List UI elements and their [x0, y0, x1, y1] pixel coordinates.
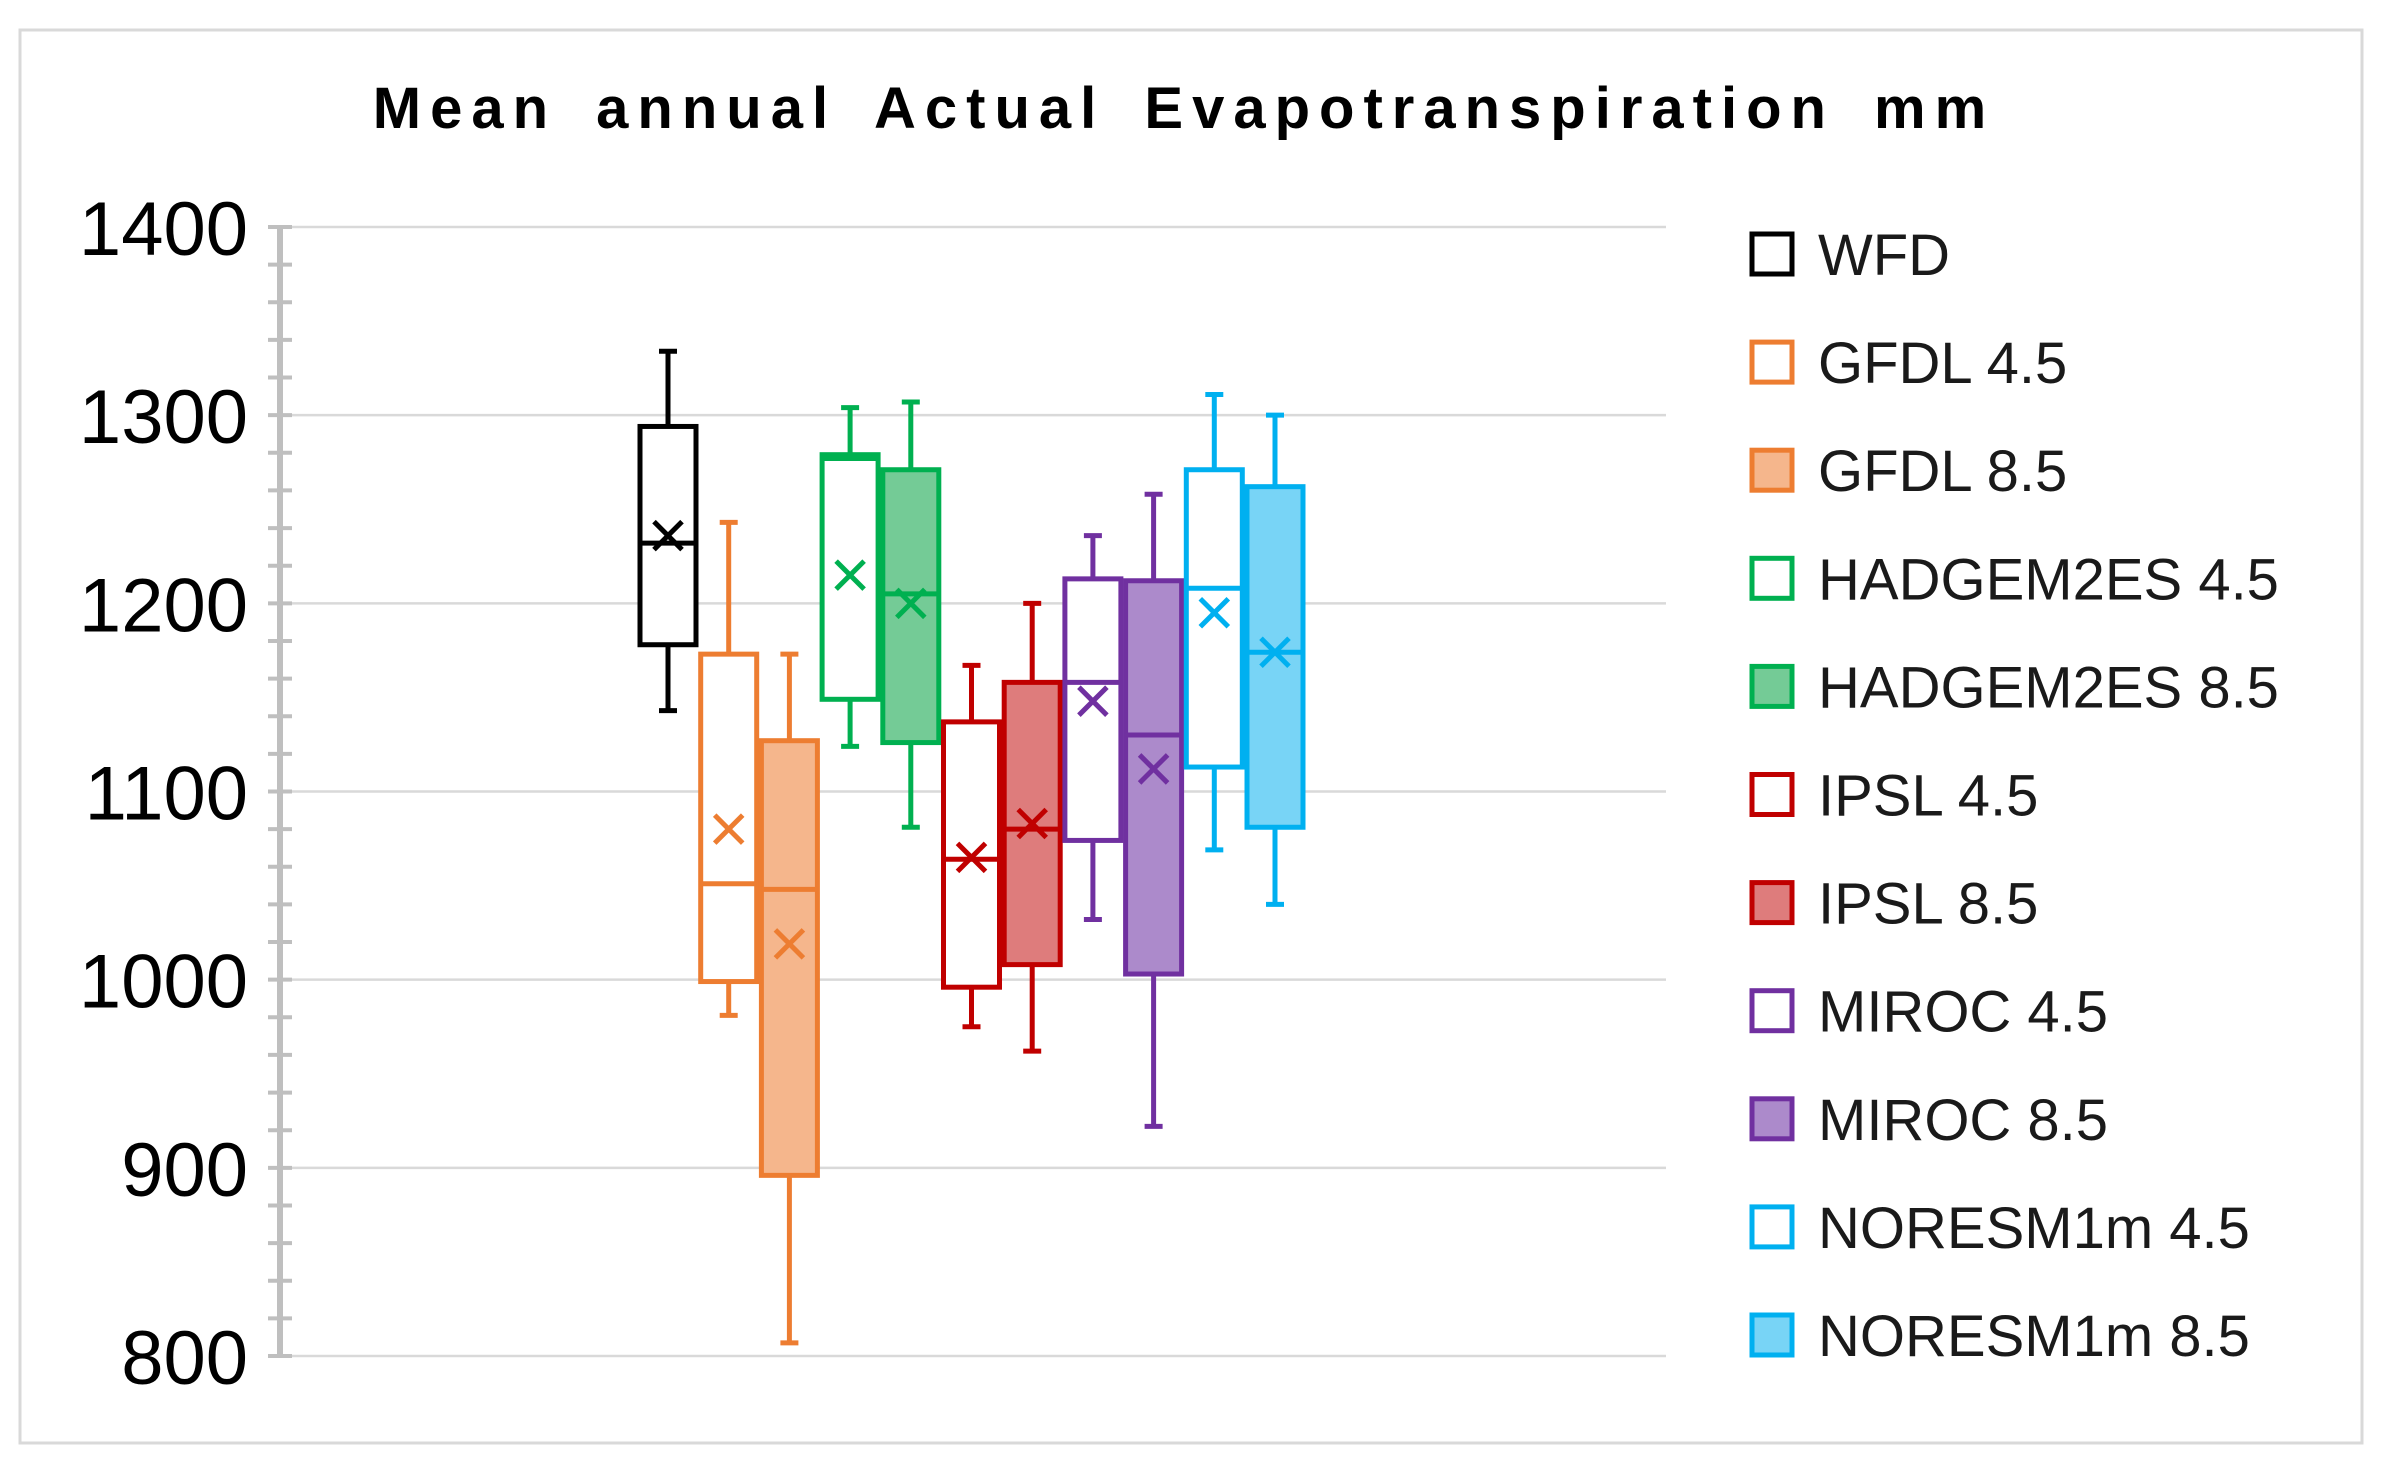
legend-item-wfd: WFD	[1749, 223, 1950, 288]
mean-marker	[712, 813, 745, 845]
legend-label: MIROC 4.5	[1818, 980, 2108, 1045]
legend-item-hadgem2es-8-5: HADGEM2ES 8.5	[1749, 655, 2279, 720]
legend-swatch	[1749, 1204, 1795, 1250]
legend-swatch	[1749, 1312, 1795, 1358]
legend-swatch	[1749, 447, 1795, 493]
box-iqr	[1062, 576, 1124, 843]
legend-swatch	[1749, 880, 1795, 926]
mean-marker	[834, 559, 866, 591]
legend-swatch	[1749, 772, 1795, 817]
box-iqr	[1183, 467, 1245, 770]
legend-label: NORESM1m 4.5	[1818, 1196, 2250, 1261]
box-hadgem2es-4-5	[819, 405, 881, 749]
box-ipsl-8-5	[1001, 600, 1063, 1054]
box-gfdl-8-5	[758, 651, 820, 1346]
box-ipsl-4-5	[941, 662, 1002, 1030]
mean-marker	[955, 841, 988, 874]
legend-label: GFDL 4.5	[1818, 331, 2067, 396]
y-axis: 800 900 1000 1100 1200 1300 1400	[79, 187, 292, 1401]
legend-item-noresm1m-8-5: NORESM1m 8.5	[1749, 1304, 2250, 1369]
legend-item-ipsl-8-5: IPSL 8.5	[1749, 872, 2038, 937]
y-tick-label: 1200	[79, 563, 248, 648]
legend-label: IPSL 8.5	[1818, 872, 2038, 937]
legend-label: IPSL 4.5	[1818, 764, 2038, 829]
legend-swatch	[1749, 663, 1795, 709]
y-tick-label: 1000	[79, 940, 248, 1025]
box-iqr	[1123, 578, 1185, 977]
y-tick-label: 800	[121, 1316, 248, 1401]
y-tick-label: 1100	[85, 752, 248, 837]
mean-marker	[1077, 685, 1109, 717]
legend-item-hadgem2es-4-5: HADGEM2ES 4.5	[1749, 547, 2279, 612]
y-tick-label: 1300	[79, 375, 248, 460]
y-tick-label: 1400	[79, 187, 248, 272]
legend-swatch	[1749, 555, 1795, 601]
legend-label: NORESM1m 8.5	[1818, 1304, 2250, 1369]
box-iqr	[698, 651, 760, 985]
legend-label: MIROC 8.5	[1818, 1088, 2108, 1153]
mean-marker	[1016, 807, 1048, 840]
mean-marker	[773, 928, 806, 960]
box-wfd	[637, 348, 699, 714]
legend-label: HADGEM2ES 8.5	[1818, 655, 2279, 720]
legend-label: HADGEM2ES 4.5	[1818, 547, 2279, 612]
chart-title: Mean annual Actual Evapotranspiration mm	[373, 76, 1995, 141]
legend-label: GFDL 8.5	[1818, 439, 2067, 504]
box-plots	[637, 348, 1306, 1346]
box-gfdl-4-5	[698, 519, 760, 1018]
mean-marker	[1259, 636, 1291, 669]
mean-marker	[652, 519, 684, 552]
legend-swatch	[1749, 339, 1795, 385]
box-miroc-4-5	[1062, 533, 1124, 922]
legend-swatch	[1749, 231, 1795, 277]
legend-item-miroc-8-5: MIROC 8.5	[1749, 1088, 2108, 1153]
legend-label: WFD	[1818, 223, 1950, 288]
y-tick-label: 900	[121, 1128, 248, 1213]
legend-item-noresm1m-4-5: NORESM1m 4.5	[1749, 1196, 2250, 1261]
legend-swatch	[1749, 988, 1795, 1034]
legend: WFD GFDL 4.5 GFDL 8.5 HADGEM2ES 4.5 HADGEM2E…	[1749, 223, 2279, 1369]
box-noresm1m-8-5	[1244, 412, 1306, 907]
mean-marker	[895, 587, 927, 620]
legend-item-gfdl-4-5: GFDL 4.5	[1749, 331, 2067, 396]
box-iqr	[1244, 484, 1306, 830]
legend-swatch	[1749, 1096, 1795, 1142]
box-noresm1m-4-5	[1183, 391, 1245, 853]
gridlines	[280, 225, 1666, 1358]
legend-item-gfdl-8-5: GFDL 8.5	[1749, 439, 2067, 504]
box-hadgem2es-8-5	[880, 399, 942, 830]
box-iqr	[758, 738, 820, 1178]
legend-item-miroc-4-5: MIROC 4.5	[1749, 980, 2108, 1045]
box-miroc-8-5	[1123, 491, 1185, 1129]
mean-marker	[1198, 596, 1231, 629]
mean-marker	[1137, 753, 1170, 785]
legend-item-ipsl-4-5: IPSL 4.5	[1749, 764, 2038, 829]
